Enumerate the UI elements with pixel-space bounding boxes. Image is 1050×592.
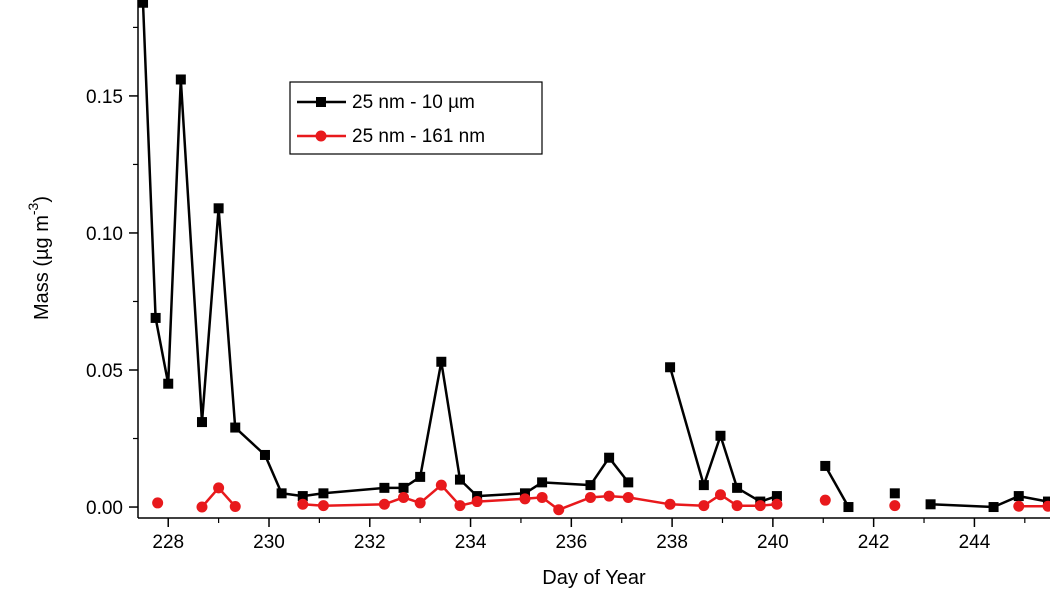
x-tick-label: 238 [656, 532, 688, 553]
series-2-point [152, 497, 164, 509]
series-2-point [398, 491, 410, 503]
series-2-point [229, 500, 241, 512]
series-1-point [889, 488, 900, 499]
series-2-point [1013, 500, 1025, 512]
x-tick-label: 228 [152, 532, 184, 553]
series-1-point [1013, 491, 1024, 502]
series-2-point [584, 491, 596, 503]
x-tick-label: 232 [354, 532, 386, 553]
y-axis-title-superscript: -3 [25, 202, 41, 215]
series-1-point [698, 480, 709, 491]
series-1-point [276, 488, 287, 499]
series-2-point [1042, 500, 1050, 512]
x-axis-title: Day of Year [542, 567, 646, 589]
series-1-point [585, 480, 596, 491]
ticks: 228 230 232 234 236 238 240 242 244 0.00 0.05 0.10 0… [86, 26, 1026, 553]
legend-item-series-2: 25 nm - 161 nm [297, 126, 485, 147]
series-1-point [163, 378, 174, 389]
y-tick-label: 0.05 [86, 361, 123, 382]
series-1-point [150, 312, 161, 323]
series-1-point [259, 449, 270, 460]
legend-marker-series-2 [315, 130, 327, 142]
series-1-point [398, 482, 409, 493]
series-1 [138, 0, 1050, 513]
series-1-point [604, 452, 615, 463]
series-2-point [603, 490, 615, 502]
series-2 [152, 479, 1050, 516]
series-1-point [665, 362, 676, 373]
series-2-point [414, 497, 426, 509]
series-1-point [175, 74, 186, 85]
series-1-point [820, 460, 831, 471]
series-1-point [297, 491, 308, 502]
series-2-point [819, 494, 831, 506]
legend-label-series-1: 25 nm - 10 µm [352, 92, 475, 113]
plot-area [138, 0, 1050, 516]
series-2-point [714, 489, 726, 501]
series-2-point [536, 491, 548, 503]
series-1-point [213, 203, 224, 214]
series-1-point [230, 422, 241, 433]
series-2-point [471, 496, 483, 508]
series-1-point [715, 430, 726, 441]
legend-label-series-2: 25 nm - 161 nm [352, 126, 485, 147]
y-axis-title-main: Mass (µg m [31, 215, 53, 320]
series-2-point [435, 479, 447, 491]
legend-box [289, 81, 543, 155]
series-2-point [771, 498, 783, 510]
series-1-line [141, 2, 630, 498]
series-2-point [731, 500, 743, 512]
series-2-point [213, 482, 225, 494]
series-1-point [415, 471, 426, 482]
series-1-point [318, 488, 329, 499]
axes [137, 0, 1050, 519]
series-1-point [379, 482, 390, 493]
series-1-line [930, 494, 1049, 509]
y-axis-title: Mass (µg m-3) [25, 196, 53, 320]
y-tick-label: 0.10 [86, 224, 123, 245]
series-2-point [664, 498, 676, 510]
x-tick-label: 230 [253, 532, 285, 553]
y-axis-title-close: ) [31, 196, 53, 203]
series-1-point [138, 0, 149, 8]
series-2-point [378, 498, 390, 510]
series-2-point [889, 500, 901, 512]
legend: 25 nm - 10 µm 25 nm - 161 nm [289, 81, 543, 155]
x-tick-label: 236 [555, 532, 587, 553]
x-tick-label: 242 [858, 532, 890, 553]
series-1-point [436, 356, 447, 367]
series-1-point [537, 477, 548, 488]
x-tick-label: 244 [959, 532, 991, 553]
series-1-point [925, 499, 936, 510]
series-1-point [454, 474, 465, 485]
series-2-point [622, 491, 634, 503]
legend-item-series-1: 25 nm - 10 µm [297, 92, 475, 113]
series-1-point [196, 417, 207, 428]
series-2-point [196, 501, 208, 513]
series-2-point [317, 500, 329, 512]
y-tick-label: 0.00 [86, 498, 123, 519]
series-2-point [454, 500, 466, 512]
series-1-point [732, 482, 743, 493]
legend-marker-series-1 [316, 97, 326, 107]
series-2-point [553, 504, 565, 516]
series-2-point [698, 500, 710, 512]
series-1-point [771, 491, 782, 502]
series-1-point [623, 477, 634, 488]
series-1-point [988, 502, 999, 513]
x-tick-label: 240 [757, 532, 789, 553]
y-tick-label: 0.15 [86, 87, 123, 108]
series-2-point [297, 498, 309, 510]
x-tick-label: 234 [455, 532, 487, 553]
series-1-point [843, 502, 854, 513]
series-2-point [754, 500, 766, 512]
series-2-point [519, 493, 531, 505]
series-1-line [824, 465, 850, 508]
